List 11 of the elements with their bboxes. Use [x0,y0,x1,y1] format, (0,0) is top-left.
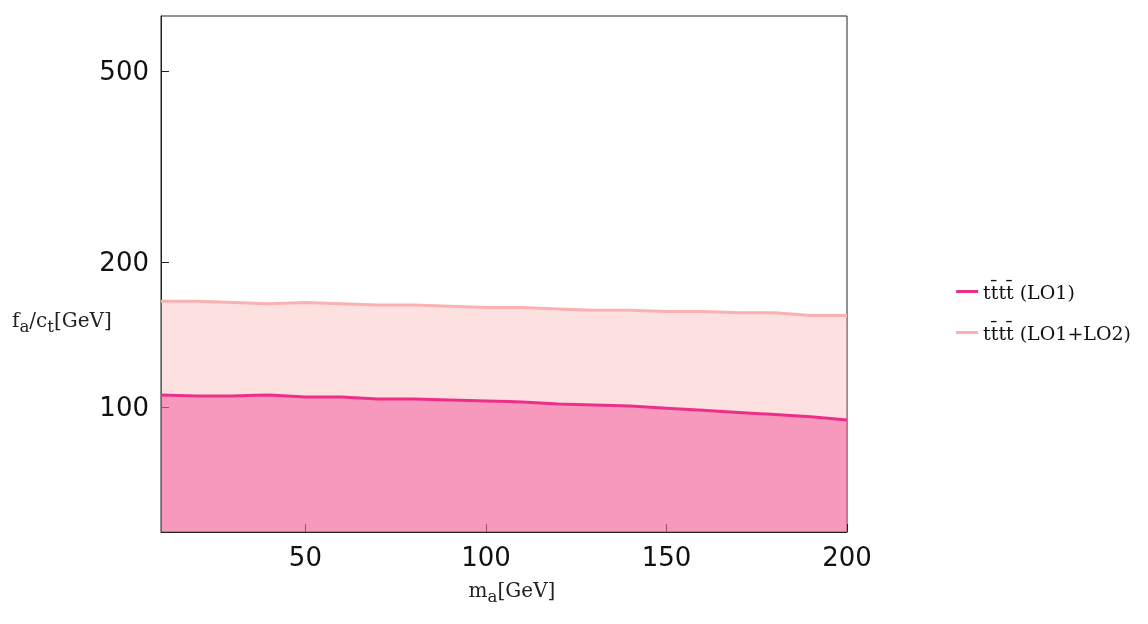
y-tick-label: 100 [99,392,149,423]
legend-label: tt̄tt̄ (LO1) [983,279,1075,303]
x-axis-title: m$_{a}$[GeV] [467,578,557,606]
y-axis-title: f$_{a}$/c$_{t}$[GeV] [12,308,112,336]
legend-label: tt̄tt̄ (LO1+LO2) [983,320,1131,344]
x-tick-label: 150 [641,542,692,572]
x-tick-label: 200 [822,542,872,572]
y-tick-label: 500 [99,55,149,86]
x-tick-label: 50 [288,542,322,572]
y-tick-label: 200 [99,247,149,278]
x-tick-label: 100 [461,542,511,572]
